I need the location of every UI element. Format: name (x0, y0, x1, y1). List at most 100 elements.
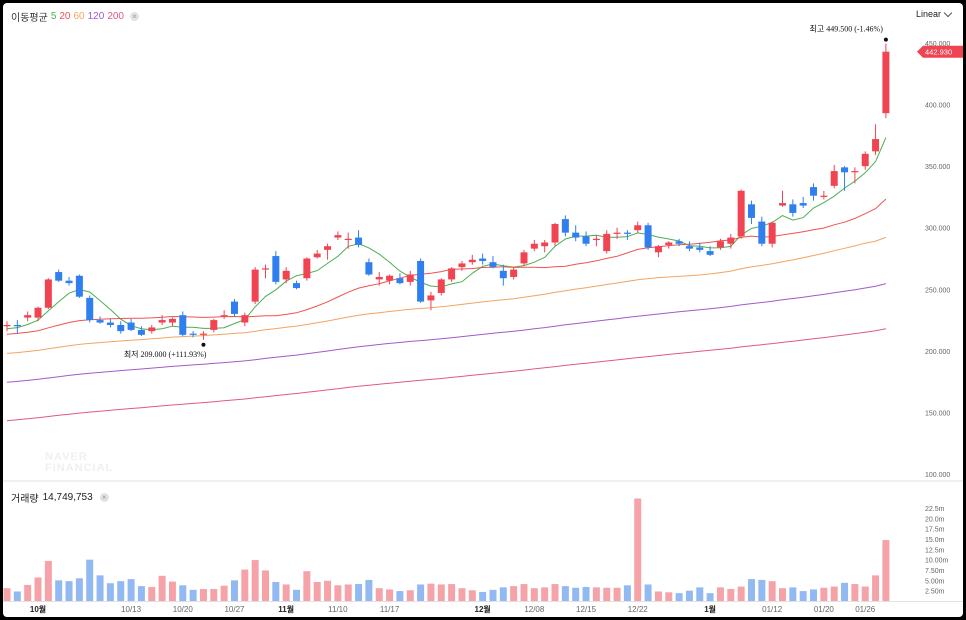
volume-bar (727, 589, 735, 601)
candle-body (24, 315, 32, 318)
volume-bar (882, 540, 890, 601)
price-tick-label: 200.000 (925, 349, 950, 356)
volume-bar (251, 560, 259, 601)
candle-body (541, 242, 549, 247)
candle-body (510, 269, 518, 277)
date-tick-label: 01/20 (814, 605, 835, 614)
candle-body (530, 243, 538, 249)
candle-body (696, 247, 704, 250)
volume-bar (375, 588, 383, 601)
candle-body (148, 327, 156, 332)
volume-tick-label: 17.5m (925, 527, 945, 534)
volume-bar (779, 588, 786, 601)
candle-body (210, 320, 218, 330)
volume-bar (841, 582, 849, 601)
volume-bar (458, 588, 466, 601)
candle-body (634, 225, 642, 231)
date-tick-label: 10/20 (173, 605, 194, 614)
candle-body (303, 258, 311, 279)
candle-body (96, 320, 104, 323)
volume-bar (262, 570, 269, 601)
low-annotation-text: 최저 209.000 (+111.93%) (124, 349, 207, 359)
candle-body (189, 333, 197, 335)
volume-bar (65, 581, 73, 601)
candle-body (665, 242, 673, 245)
candle-body (158, 320, 166, 323)
candle-body (851, 171, 859, 173)
volume-bar (106, 583, 114, 601)
volume-bar (551, 584, 559, 601)
candle-body (13, 324, 21, 327)
volume-bar (417, 584, 425, 601)
candle-body (3, 324, 11, 327)
moving-average-title: 이동평균 (11, 13, 48, 24)
candle-body (55, 272, 63, 281)
volume-bar (861, 586, 869, 601)
volume-bar (179, 585, 187, 601)
ma-120-label[interactable]: 120 (87, 11, 105, 22)
ma-5-label[interactable]: 5 (50, 11, 57, 22)
close-ma-legend-icon[interactable]: × (130, 12, 139, 21)
volume-bar (820, 587, 828, 601)
moving-average-line (6, 198, 887, 335)
volume-bar (137, 586, 145, 601)
candle-body (417, 260, 425, 302)
moving-average-legend: 이동평균 5 20 60 120 200 × (11, 9, 139, 24)
candle-body (241, 315, 249, 323)
annotations: 442.930 최고 449.500 (-1.46%) 최저 209.000 (+1… (124, 24, 963, 359)
volume-bar (479, 591, 487, 601)
watermark-logo: NAVER FINANCIAL (45, 452, 113, 474)
volume-bar (572, 587, 580, 601)
candle-body (561, 219, 569, 233)
price-tick-label: 300.000 (925, 226, 950, 233)
volume-bar (148, 586, 156, 601)
candle-body (427, 295, 435, 301)
candle-body (220, 315, 228, 317)
candle-body (623, 232, 631, 234)
ma-60-label[interactable]: 60 (73, 11, 85, 22)
scale-dropdown[interactable]: Linear (916, 8, 953, 19)
volume-bar (158, 575, 166, 601)
candle-body (520, 252, 528, 264)
candle-body (75, 275, 83, 297)
volume-bar (396, 591, 404, 601)
candle-body (65, 280, 73, 284)
volume-tick-label: 2.50m (925, 589, 945, 596)
candle-body (199, 333, 207, 335)
volume-bar (768, 581, 776, 601)
date-tick-label: 10/27 (224, 605, 245, 614)
candle-body (44, 279, 52, 308)
volume-bar (55, 580, 63, 601)
volume-bar (737, 586, 745, 601)
close-volume-legend-icon[interactable]: × (99, 493, 109, 502)
candle-body (406, 274, 414, 282)
volume-bar (199, 589, 207, 601)
candlestick-series (3, 43, 890, 340)
candle-body (458, 263, 466, 268)
volume-bar (303, 571, 311, 601)
candle-body (830, 171, 838, 186)
candle-body (375, 276, 383, 280)
candle-body (758, 221, 766, 244)
volume-bar (789, 587, 797, 601)
volume-bar (355, 584, 363, 601)
candle-body (685, 246, 693, 249)
candle-body (841, 167, 849, 173)
date-tick-label: 11/17 (380, 605, 400, 614)
volume-bar (747, 579, 755, 601)
volume-bar (448, 584, 456, 601)
price-tick-label: 150.000 (925, 410, 950, 417)
moving-average-line (6, 283, 887, 383)
volume-bar (706, 593, 714, 601)
ma-20-label[interactable]: 20 (59, 11, 71, 22)
volume-tick-label: 15.0m (925, 537, 945, 544)
volume-bar (117, 581, 125, 601)
candle-body (737, 190, 745, 237)
candle-body (448, 268, 456, 280)
volume-bar (685, 590, 693, 601)
moving-average-lines (6, 137, 887, 422)
ma-200-label[interactable]: 200 (107, 11, 124, 22)
volume-tick-label: 10.00m (925, 558, 949, 565)
moving-average-line (6, 236, 887, 354)
volume-bar (344, 584, 352, 601)
